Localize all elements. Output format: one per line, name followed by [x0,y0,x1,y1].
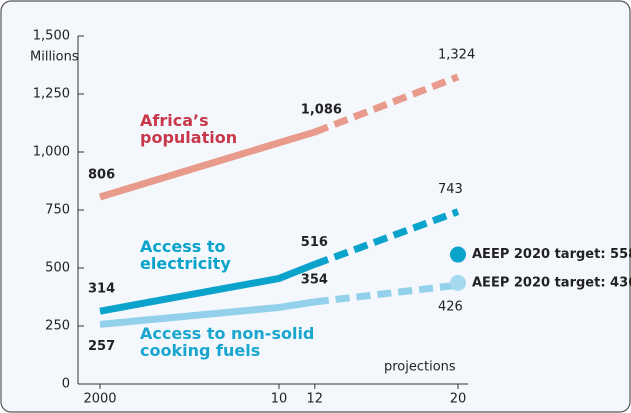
value-label: 1,086 [301,103,342,118]
target-label: AEEP 2020 target: 436 [472,275,631,290]
x-tick-label: 12 [307,392,324,407]
y-tick-label: 500 [45,261,70,276]
y-tick-label: 250 [45,319,70,334]
y-tick-label: 1,000 [33,145,70,160]
y-tick-label: 0 [62,377,70,392]
line-projection [314,281,459,306]
target-label: AEEP 2020 target: 558 [472,247,631,262]
series-name: Africa’s population [140,112,238,147]
x-tick-label: 2000 [83,392,116,407]
series-label: Access to non-solid cooking fuels [140,325,315,360]
target-dot [450,246,466,263]
target-dot [450,274,466,291]
value-label: 516 [301,235,328,250]
value-label: 257 [88,339,115,354]
y-tick-label: 750 [45,203,70,218]
series-name: Access to electricity [140,238,231,273]
value-label: 1,324 [438,47,475,62]
value-label: 314 [88,282,115,297]
x-note: projections [384,360,456,375]
y-axis-label: Millions [30,50,79,65]
value-label: 743 [438,182,463,197]
x-tick-label: 10 [271,392,288,407]
y-tick-label: 1,500 [33,29,70,44]
value-label: 426 [438,300,463,315]
line-projection [313,208,460,268]
line-solid [99,261,317,315]
x-tick-label: 20 [450,392,467,407]
line-solid [99,298,316,328]
value-label: 354 [301,272,328,287]
value-label: 806 [88,168,115,183]
y-tick-label: 1,250 [33,87,70,102]
line-projection [313,73,460,136]
series-label: Access to electricity [140,238,231,273]
series-label: Africa’s population [140,112,238,147]
series-name: Access to non-solid cooking fuels [140,325,315,360]
line-solid [98,128,316,201]
